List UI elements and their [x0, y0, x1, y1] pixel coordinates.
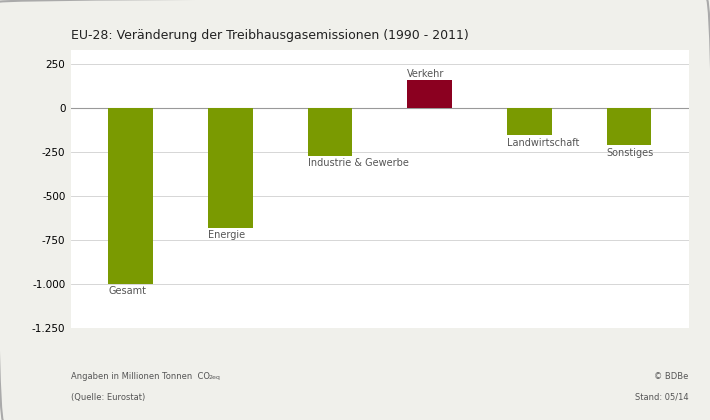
Text: Verkehr: Verkehr	[408, 69, 444, 79]
Text: EU-28: Veränderung der Treibhausgasemissionen (1990 - 2011): EU-28: Veränderung der Treibhausgasemiss…	[71, 29, 469, 42]
Text: Sonstiges: Sonstiges	[606, 148, 654, 158]
Bar	[208, 108, 253, 228]
Bar	[307, 108, 352, 156]
Bar	[109, 108, 153, 284]
Text: © BDBe: © BDBe	[655, 372, 689, 381]
Bar	[507, 108, 552, 136]
Text: Energie: Energie	[208, 230, 245, 240]
Bar	[606, 108, 651, 145]
Text: Landwirtschaft: Landwirtschaft	[507, 138, 579, 148]
Text: Stand: 05/14: Stand: 05/14	[635, 393, 689, 402]
Text: (Quelle: Eurostat): (Quelle: Eurostat)	[71, 393, 146, 402]
Bar	[408, 80, 452, 108]
Text: Angaben in Millionen Tonnen  CO: Angaben in Millionen Tonnen CO	[71, 372, 210, 381]
Text: Gesamt: Gesamt	[109, 286, 146, 297]
Text: 2eq: 2eq	[208, 375, 220, 380]
Text: Industrie & Gewerbe: Industrie & Gewerbe	[307, 158, 408, 168]
